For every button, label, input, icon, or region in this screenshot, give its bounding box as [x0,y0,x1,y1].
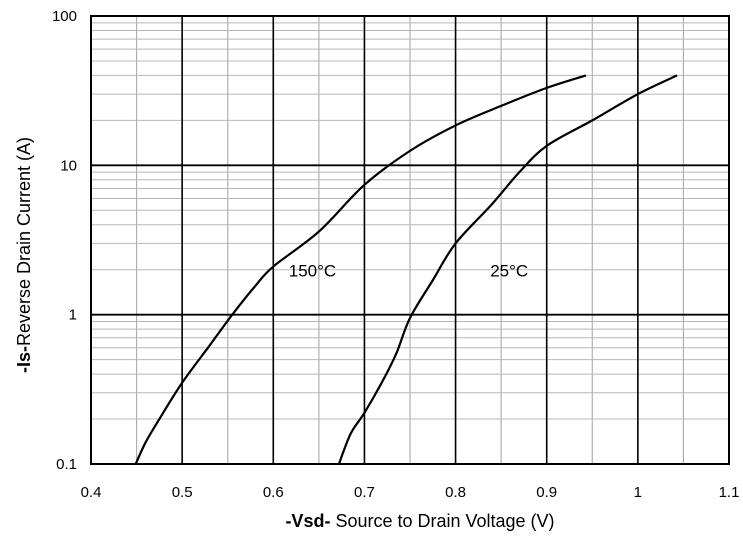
x-tick-label: 0.4 [81,484,102,501]
y-tick-label: 1 [69,307,77,324]
x-tick-label: 1 [634,484,642,501]
x-axis-title-bold: -Vsd- [285,511,330,531]
y-axis-title-bold: -Is- [14,346,34,373]
minor-grid [91,16,729,464]
x-tick-labels: 0.4 0.5 0.6 0.7 0.8 0.9 1 1.1 [81,484,740,501]
x-tick-label: 0.7 [354,484,375,501]
x-tick-label: 0.6 [263,484,284,501]
x-tick-label: 1.1 [719,484,740,501]
y-axis-title: -Is-Reverse Drain Current (A) [14,137,34,373]
series-lines [134,74,678,465]
y-tick-labels: 0.1 1 10 100 [52,8,77,473]
y-tick-label: 10 [60,157,77,174]
series-line [337,74,678,465]
x-tick-label: 0.9 [536,484,557,501]
series-line [134,74,587,465]
y-tick-label: 100 [52,8,77,25]
y-tick-label: 0.1 [56,456,77,473]
series-label: 150°C [289,262,336,281]
x-tick-label: 0.8 [445,484,466,501]
x-tick-label: 0.5 [172,484,193,501]
x-axis-title-text: Source to Drain Voltage (V) [330,511,554,531]
y-axis-title-text: Reverse Drain Current (A) [14,137,34,346]
series-labels: 150°C 25°C [289,262,528,281]
series-label: 25°C [490,262,528,281]
x-axis-title: -Vsd- Source to Drain Voltage (V) [285,511,554,531]
plot-frame [90,15,730,465]
